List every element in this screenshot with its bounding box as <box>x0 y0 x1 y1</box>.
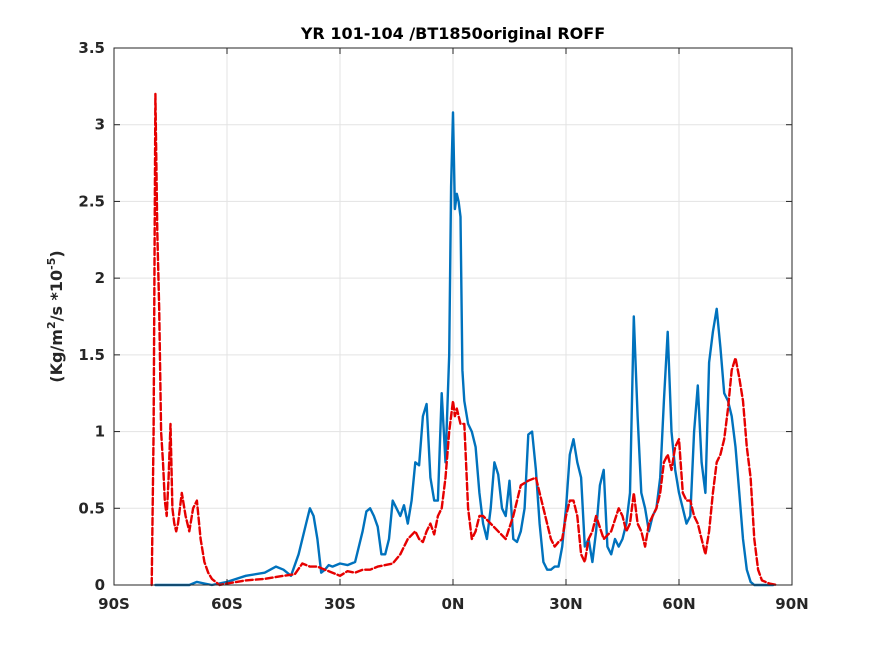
x-tick-label: 30S <box>324 595 356 613</box>
y-tick-label: 0.5 <box>78 499 105 517</box>
ylabel-mid: /s *10 <box>47 270 66 322</box>
ylabel-sup2: -5 <box>45 258 58 270</box>
y-tick-label: 3.5 <box>78 39 105 57</box>
y-tick-label: 2.5 <box>78 192 105 210</box>
x-tick-label: 30N <box>549 595 582 613</box>
series-line-2 <box>150 92 779 587</box>
ylabel-sup1: 2 <box>45 321 58 329</box>
y-axis-label: (Kg/m2/s *10-5) <box>45 250 66 382</box>
tick-labels: 90S 60S 30S 0N 30N 60N 90N 0 0.5 1 1.5 2 2.5 3 3.5 <box>78 39 808 613</box>
x-tick-label: 90N <box>775 595 808 613</box>
series-line-1 <box>154 111 775 587</box>
chart-title: YR 101-104 /BT1850original ROFF <box>300 24 605 43</box>
y-tick-label: 1 <box>95 423 105 441</box>
ylabel-base: (Kg/m <box>47 329 66 383</box>
x-tick-label: 0N <box>442 595 465 613</box>
x-tick-label: 60S <box>211 595 243 613</box>
y-tick-label: 1.5 <box>78 346 105 364</box>
series-layer <box>150 92 779 587</box>
ticks <box>113 47 793 586</box>
y-tick-label: 3 <box>95 116 105 134</box>
x-tick-label: 90S <box>98 595 130 613</box>
ylabel-end: ) <box>47 250 66 257</box>
x-tick-label: 60N <box>662 595 695 613</box>
y-tick-label: 0 <box>95 576 105 594</box>
y-tick-label: 2 <box>95 269 105 287</box>
